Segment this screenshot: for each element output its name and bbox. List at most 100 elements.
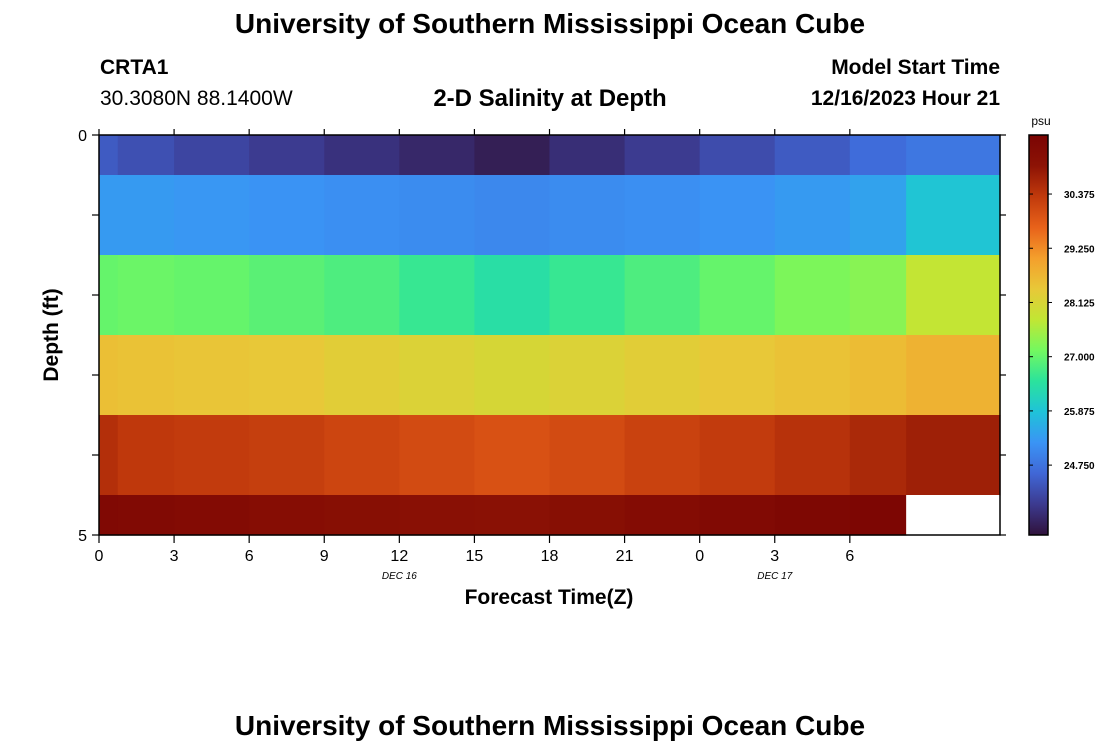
colorbar-unit: psu (1031, 114, 1050, 128)
x-tick-label: 6 (245, 548, 254, 565)
colorbar-tick-label: 24.750 (1064, 461, 1095, 472)
heatmap-cell (549, 255, 626, 336)
model-start-value: 12/16/2023 Hour 21 (810, 87, 1000, 110)
page-title: University of Southern Mississippi Ocean… (234, 8, 866, 39)
heatmap-cell (849, 495, 907, 536)
heatmap-cell (549, 135, 626, 176)
heatmap-cell (699, 495, 776, 536)
heatmap-cell (249, 255, 325, 336)
x-tick-label: 6 (845, 548, 854, 565)
heatmap-cell (174, 495, 250, 536)
heatmap-cell (774, 495, 851, 536)
heatmap-cell (549, 495, 626, 536)
heatmap-cell (474, 255, 551, 336)
heatmap-cell (324, 415, 400, 496)
heatmap-cell (117, 255, 175, 336)
colorbar-tick-label: 28.125 (1064, 298, 1095, 309)
heatmap-cell (249, 335, 325, 416)
x-tick-label: 21 (616, 548, 634, 565)
heatmap-cell (624, 255, 701, 336)
x-tick-label: 15 (466, 548, 484, 565)
x-tick-label: 12 (390, 548, 408, 565)
heatmap-cell (774, 335, 851, 416)
heatmap-cell (399, 135, 476, 176)
heatmap-cell (99, 175, 119, 256)
heatmap-cell (549, 335, 626, 416)
heatmap-cell (399, 335, 476, 416)
heatmap-cell (117, 335, 175, 416)
heatmap-cell (474, 135, 551, 176)
heatmap-cell (174, 175, 250, 256)
heatmap-cell (174, 335, 250, 416)
heatmap-cell (774, 415, 851, 496)
heatmap-cell (906, 135, 1001, 176)
x-axis: 0 3 6 9 12 15 18 21 0 3 6 DEC 16 DEC 17 (95, 129, 854, 582)
heatmap-cell (474, 415, 551, 496)
x-tick-label: 18 (541, 548, 559, 565)
heatmap-cell (699, 335, 776, 416)
heatmap-cell (849, 415, 907, 496)
heatmap-cell (849, 335, 907, 416)
x-date-label: DEC 17 (757, 571, 792, 582)
heatmap-cell (117, 135, 175, 176)
colorbar-tick-label: 27.000 (1064, 353, 1095, 364)
x-tick-label: 3 (770, 548, 779, 565)
heatmap-cell (624, 135, 701, 176)
colorbar-tick-label: 29.250 (1064, 244, 1095, 255)
heatmap-cells (99, 135, 1001, 536)
x-tick-label: 0 (695, 548, 704, 565)
heatmap-cell (774, 135, 851, 176)
heatmap-cell (249, 495, 325, 536)
heatmap-cell (849, 175, 907, 256)
heatmap-cell (99, 495, 119, 536)
heatmap-cell (774, 255, 851, 336)
heatmap-cell (549, 175, 626, 256)
x-tick-label: 0 (95, 548, 104, 565)
heatmap-cell (117, 415, 175, 496)
heatmap-cell (474, 335, 551, 416)
heatmap-cell (624, 175, 701, 256)
heatmap-cell (249, 135, 325, 176)
heatmap-cell (324, 335, 400, 416)
heatmap-cell (99, 255, 119, 336)
heatmap-cell (399, 255, 476, 336)
heatmap-cell (117, 495, 175, 536)
heatmap-cell (774, 175, 851, 256)
heatmap-cell (174, 255, 250, 336)
station-id: CRTA1 (100, 56, 169, 79)
heatmap-cell (399, 415, 476, 496)
heatmap-cell (699, 135, 776, 176)
heatmap-cell (99, 415, 119, 496)
heatmap-cell (906, 415, 1001, 496)
heatmap-cell (324, 495, 400, 536)
heatmap-cell (699, 255, 776, 336)
heatmap-cell (324, 255, 400, 336)
y-axis-label: Depth (ft) (40, 288, 63, 381)
heatmap-cell (99, 335, 119, 416)
heatmap-cell (249, 175, 325, 256)
footer-title: University of Southern Mississippi Ocean… (234, 710, 866, 741)
model-start-label: Model Start Time (831, 56, 1000, 79)
heatmap-cell (324, 135, 400, 176)
heatmap-cell (174, 135, 250, 176)
x-tick-label: 9 (320, 548, 329, 565)
heatmap-cell (699, 415, 776, 496)
heatmap-cell (399, 495, 476, 536)
heatmap-cell (906, 495, 1001, 536)
heatmap-cell (699, 175, 776, 256)
y-axis: 05 (78, 128, 1006, 545)
station-coordinates: 30.3080N 88.1400W (100, 87, 293, 110)
heatmap-cell (474, 175, 551, 256)
colorbar-gradient (1028, 134, 1049, 536)
heatmap-cell (624, 335, 701, 416)
x-date-label: DEC 16 (382, 571, 417, 582)
heatmap-cell (474, 495, 551, 536)
chart-subtitle: 2-D Salinity at Depth (433, 85, 667, 112)
y-tick-label: 5 (78, 528, 87, 545)
colorbar-tick-label: 30.375 (1064, 190, 1095, 201)
heatmap-cell (906, 335, 1001, 416)
heatmap-cell (174, 415, 250, 496)
y-tick-label: 0 (78, 128, 87, 145)
heatmap-cell (399, 175, 476, 256)
